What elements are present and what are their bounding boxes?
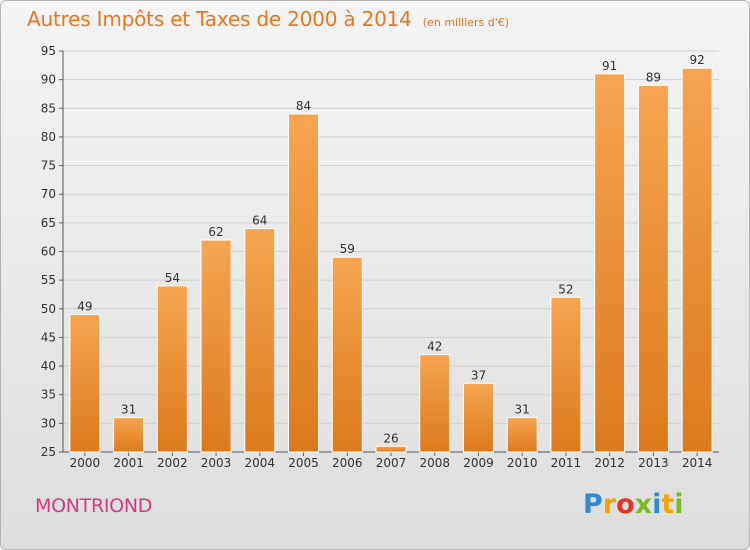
bar-2007 bbox=[375, 445, 407, 453]
chart-title: Autres Impôts et Taxes de 2000 à 2014 (e… bbox=[27, 7, 509, 31]
bar-2005 bbox=[288, 113, 320, 453]
x-tick-label: 2011 bbox=[551, 456, 582, 470]
y-tick-label: 60 bbox=[41, 245, 56, 259]
data-label: 54 bbox=[165, 271, 180, 285]
x-tick-label: 2009 bbox=[463, 456, 494, 470]
data-label: 42 bbox=[427, 340, 442, 354]
x-tick-label: 2013 bbox=[638, 456, 669, 470]
bar-2000 bbox=[69, 314, 101, 453]
data-label: 64 bbox=[252, 214, 267, 228]
x-tick-label: 2000 bbox=[70, 456, 101, 470]
data-label: 84 bbox=[296, 99, 311, 113]
y-tick-label: 85 bbox=[41, 101, 56, 115]
y-tick-label: 90 bbox=[41, 73, 56, 87]
x-tick-label: 2006 bbox=[332, 456, 363, 470]
bar-2002 bbox=[156, 285, 188, 453]
data-label: 59 bbox=[340, 242, 355, 256]
logo-letter: o bbox=[616, 489, 635, 520]
bar-2003 bbox=[200, 239, 232, 453]
y-tick-label: 80 bbox=[41, 130, 56, 144]
logo-letter: r bbox=[602, 489, 617, 520]
y-tick-label: 45 bbox=[41, 330, 56, 344]
logo-letter: P bbox=[583, 489, 603, 520]
x-tick-label: 2010 bbox=[507, 456, 538, 470]
bar-2008 bbox=[419, 354, 451, 453]
data-label: 62 bbox=[208, 225, 223, 239]
chart-title-main: Autres Impôts et Taxes de 2000 à 2014 bbox=[27, 7, 412, 31]
data-label: 37 bbox=[471, 368, 486, 382]
x-tick-label: 2014 bbox=[682, 456, 713, 470]
y-tick-label: 75 bbox=[41, 159, 56, 173]
logo-letter: t bbox=[661, 489, 675, 520]
bar-2012 bbox=[594, 73, 626, 453]
y-tick-label: 40 bbox=[41, 359, 56, 373]
data-label: 26 bbox=[383, 431, 398, 445]
bar-2004 bbox=[244, 228, 276, 453]
chart-title-unit: (en milliers d'€) bbox=[422, 16, 510, 29]
bar-layer bbox=[69, 67, 713, 453]
x-tick-label: 2012 bbox=[594, 456, 625, 470]
data-label: 31 bbox=[121, 403, 136, 417]
y-tick-label: 30 bbox=[41, 416, 56, 430]
x-tick-label: 2008 bbox=[419, 456, 450, 470]
data-label: 91 bbox=[602, 59, 617, 73]
x-tick-label: 2002 bbox=[157, 456, 188, 470]
logo-letter: i bbox=[674, 489, 684, 520]
y-tick-label: 35 bbox=[41, 388, 56, 402]
y-tick-label: 95 bbox=[41, 44, 56, 58]
data-label: 89 bbox=[646, 70, 661, 84]
bar-2014 bbox=[681, 67, 713, 453]
x-tick-label: 2001 bbox=[113, 456, 144, 470]
bar-2009 bbox=[462, 382, 494, 453]
x-tick-label: 2004 bbox=[245, 456, 276, 470]
bar-2006 bbox=[331, 256, 363, 453]
y-tick-label: 50 bbox=[41, 302, 56, 316]
logo-letter: i bbox=[652, 489, 662, 520]
data-label: 31 bbox=[515, 403, 530, 417]
bar-2001 bbox=[113, 417, 145, 453]
data-label: 92 bbox=[689, 53, 704, 67]
bar-2010 bbox=[506, 417, 538, 453]
y-tick-label: 65 bbox=[41, 216, 56, 230]
bar-2011 bbox=[550, 296, 582, 453]
proxiti-logo: Proxiti bbox=[583, 489, 684, 520]
bar-2013 bbox=[637, 84, 669, 453]
commune-name: MONTRIOND bbox=[35, 495, 153, 517]
logo-letter: x bbox=[634, 489, 653, 520]
y-tick-label: 55 bbox=[41, 273, 56, 287]
x-tick-label: 2005 bbox=[288, 456, 319, 470]
y-tick-label: 70 bbox=[41, 187, 56, 201]
x-tick-label: 2003 bbox=[201, 456, 232, 470]
data-label: 49 bbox=[77, 300, 92, 314]
label-layer: 49 31 54 62 64 84 59 26 42 37 31 52 91 89 92 bbox=[77, 53, 705, 445]
y-tick-label: 25 bbox=[41, 445, 56, 459]
data-label: 52 bbox=[558, 282, 573, 296]
x-tick-label: 2007 bbox=[376, 456, 407, 470]
